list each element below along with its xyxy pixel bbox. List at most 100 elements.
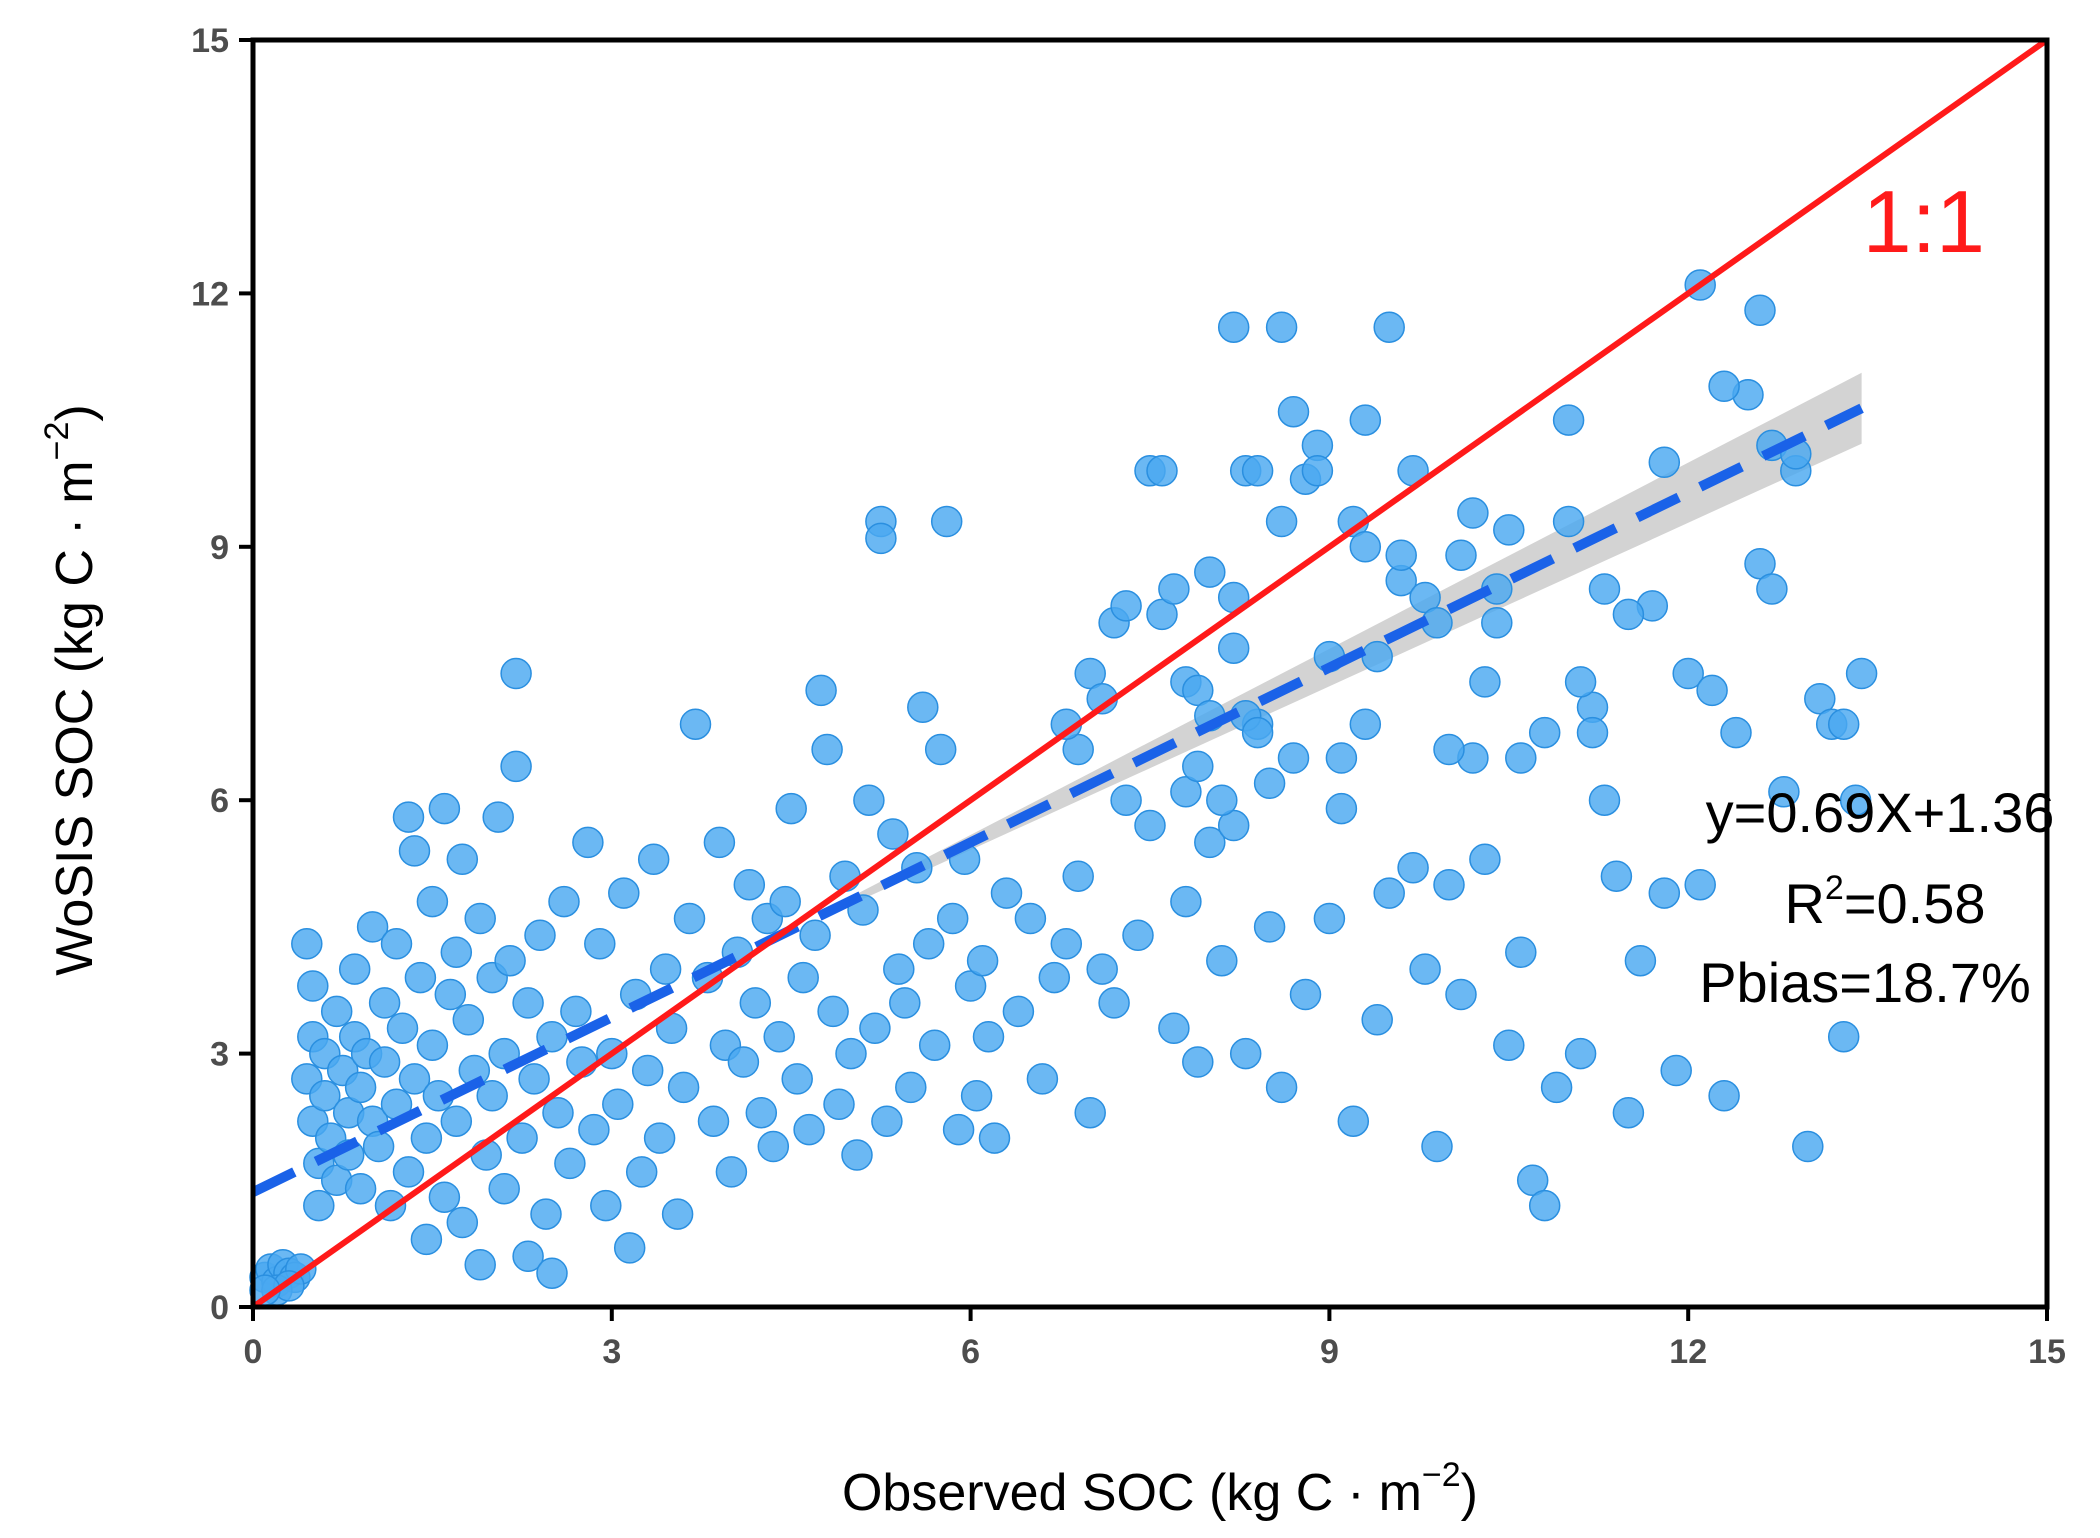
data-point xyxy=(488,1172,520,1205)
x-tick-label: 12 xyxy=(1669,1333,1707,1371)
data-point xyxy=(954,970,987,1002)
data-point xyxy=(1648,877,1681,909)
pbias-label: Pbias=18.7% xyxy=(1699,951,2031,1014)
data-point xyxy=(344,1172,377,1205)
data-point xyxy=(368,1046,401,1078)
data-point xyxy=(1229,1037,1262,1070)
data-point xyxy=(1540,1071,1573,1104)
data-point xyxy=(1433,868,1465,901)
x-axis-title-prefix: Observed SOC (kg C xyxy=(842,1464,1333,1522)
data-point xyxy=(1576,716,1609,749)
data-point xyxy=(930,505,963,538)
data-point xyxy=(500,657,532,690)
data-point xyxy=(1612,1096,1645,1129)
data-point xyxy=(865,522,897,555)
data-point xyxy=(356,911,389,943)
data-point xyxy=(1026,1063,1059,1095)
data-point xyxy=(673,902,706,935)
data-point xyxy=(667,1071,700,1104)
data-point xyxy=(1469,843,1501,876)
data-point xyxy=(1265,311,1298,343)
data-point xyxy=(841,1139,873,1171)
data-point xyxy=(805,674,837,707)
data-point xyxy=(823,1088,855,1121)
data-point xyxy=(799,919,831,952)
data-point xyxy=(440,1105,473,1137)
data-point xyxy=(518,1063,550,1095)
data-point xyxy=(1744,294,1776,327)
data-point xyxy=(452,1004,485,1036)
data-point xyxy=(745,1096,778,1129)
data-point xyxy=(1158,1012,1190,1045)
data-point xyxy=(1325,742,1358,774)
y-axis-title-suffix: ) xyxy=(46,404,104,421)
y-tick-label: 6 xyxy=(210,782,229,820)
data-point xyxy=(1253,911,1286,943)
data-point xyxy=(428,1181,461,1213)
x-axis-title-unit: m xyxy=(1379,1464,1422,1522)
data-point xyxy=(1445,539,1477,571)
data-point xyxy=(428,792,461,825)
regression-line xyxy=(250,403,1864,1197)
data-point xyxy=(1217,311,1250,343)
y-tick-label: 15 xyxy=(191,22,229,60)
data-point xyxy=(1349,404,1382,436)
data-point xyxy=(1385,539,1417,571)
data-point xyxy=(512,1240,544,1273)
data-point xyxy=(643,1122,676,1154)
data-point xyxy=(392,801,425,833)
y-tick-label: 0 xyxy=(210,1289,229,1327)
data-point xyxy=(524,919,556,952)
data-point xyxy=(613,1232,646,1264)
x-tick-label: 15 xyxy=(2028,1333,2066,1371)
y-axis-title-exponent: −2 xyxy=(38,422,76,461)
fit-equation-label: y=0.69X+1.36 xyxy=(1706,781,2055,844)
x-tick-label: 3 xyxy=(602,1333,621,1371)
data-point xyxy=(733,868,766,901)
data-point xyxy=(386,1012,419,1045)
data-point xyxy=(572,826,604,859)
data-point xyxy=(1528,1189,1561,1222)
data-point xyxy=(1528,716,1561,749)
data-point xyxy=(320,995,353,1028)
data-point xyxy=(362,1130,395,1163)
data-point xyxy=(1827,708,1860,740)
data-point xyxy=(1194,826,1226,859)
data-point xyxy=(1804,683,1836,715)
data-point xyxy=(590,1189,622,1222)
r-squared-label: R2=0.58 xyxy=(1784,869,1985,935)
y-axis-title-dot: · xyxy=(46,518,104,535)
data-point xyxy=(1217,632,1250,664)
data-point xyxy=(859,1012,891,1045)
data-point xyxy=(1768,776,1800,808)
data-point xyxy=(542,1096,574,1129)
data-point xyxy=(1708,370,1740,403)
data-point xyxy=(1361,640,1393,673)
confidence-band xyxy=(839,372,1862,910)
data-point xyxy=(554,1147,586,1180)
data-point xyxy=(1325,792,1358,825)
data-point xyxy=(1421,1130,1453,1163)
x-axis-title: Observed SOC (kg C · m−2) xyxy=(842,1456,1478,1522)
data-point xyxy=(1552,404,1585,436)
data-point xyxy=(1409,953,1441,985)
plot-frame xyxy=(250,37,2050,1310)
data-point xyxy=(1098,987,1130,1019)
data-point xyxy=(398,835,431,867)
data-point xyxy=(1074,1096,1106,1129)
data-point xyxy=(1588,573,1621,605)
data-point xyxy=(440,936,473,968)
data-point xyxy=(924,733,957,766)
data-point xyxy=(482,801,514,833)
data-point xyxy=(464,902,496,935)
data-point xyxy=(1720,716,1752,749)
data-point xyxy=(1708,1080,1740,1112)
data-point xyxy=(398,1063,431,1095)
data-point xyxy=(494,944,526,977)
data-point xyxy=(1373,311,1405,343)
data-point xyxy=(1684,868,1716,901)
data-point xyxy=(1277,395,1310,428)
data-point xyxy=(1672,657,1704,690)
data-point xyxy=(1845,657,1878,690)
x-tick-label: 0 xyxy=(244,1333,263,1371)
